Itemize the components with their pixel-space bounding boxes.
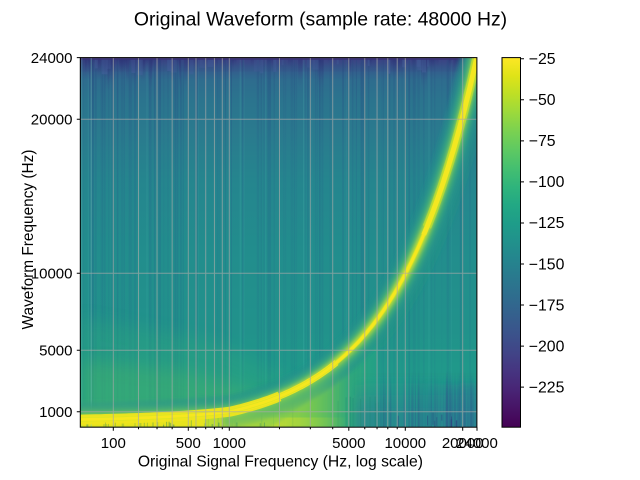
svg-text:10000: 10000 [384,435,426,452]
svg-text:100: 100 [101,435,126,452]
svg-text:Original Signal Frequency (Hz,: Original Signal Frequency (Hz, log scale… [138,453,423,470]
svg-text:5000: 5000 [39,343,72,360]
svg-text:5000: 5000 [332,435,365,452]
svg-text:1000: 1000 [39,404,72,421]
svg-text:1000: 1000 [213,435,246,452]
svg-text:−100: −100 [529,174,565,191]
svg-text:−75: −75 [529,133,556,150]
svg-text:Waveform Frequency (Hz): Waveform Frequency (Hz) [20,150,37,330]
svg-text:−200: −200 [529,338,565,355]
svg-text:−50: −50 [529,92,556,109]
svg-text:24000: 24000 [31,50,73,67]
svg-text:−150: −150 [529,256,565,273]
svg-text:Original Waveform (sample rate: Original Waveform (sample rate: 48000 Hz… [134,8,507,30]
svg-text:−125: −125 [529,215,565,232]
svg-text:−175: −175 [529,297,565,314]
svg-text:500: 500 [176,435,201,452]
svg-text:−25: −25 [529,51,556,68]
svg-text:20000: 20000 [31,112,73,129]
svg-text:−225: −225 [529,379,565,396]
svg-text:24000: 24000 [456,435,498,452]
svg-text:20000: 20000 [442,435,484,452]
svg-text:10000: 10000 [31,266,73,283]
